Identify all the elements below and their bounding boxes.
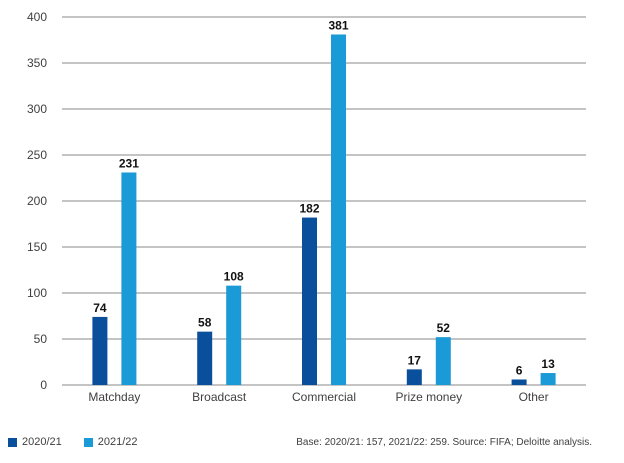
- y-tick-label-50: 50: [34, 332, 48, 346]
- source-note: Base: 2020/21: 157, 2021/22: 259. Source…: [296, 437, 592, 448]
- bar-prize-money-2021-22: [435, 337, 451, 385]
- bar-matchday-2021-22: [121, 172, 137, 385]
- legend-swatch-2021-22: [83, 437, 93, 447]
- data-label-other-2021-22: 13: [541, 357, 555, 371]
- y-tick-label-350: 350: [27, 56, 47, 70]
- x-tick-label-broadcast: Broadcast: [192, 390, 247, 404]
- bar-commercial-2021-22: [331, 34, 346, 385]
- y-tick-label-250: 250: [27, 148, 47, 162]
- bar-chart: 0 50 100 150 200 250 300 350 400 74 231 Matchday 58 1…: [27, 10, 586, 404]
- data-label-broadcast-2021-22: 108: [224, 270, 244, 284]
- legend-label-2020-21: 2020/21: [22, 436, 62, 448]
- y-tick-label-150: 150: [27, 240, 47, 254]
- y-tick-label-200: 200: [27, 194, 47, 208]
- data-label-broadcast-2020-21: 58: [198, 316, 212, 330]
- bar-matchday-2020-21: [92, 316, 108, 385]
- bar-broadcast-2021-22: [226, 285, 242, 385]
- data-label-commercial-2021-22: 381: [328, 18, 348, 32]
- data-label-prize-money-2021-22: 52: [437, 321, 451, 335]
- data-label-commercial-2020-21: 182: [299, 202, 319, 216]
- data-label-prize-money-2020-21: 17: [408, 353, 422, 367]
- data-label-matchday-2020-21: 74: [93, 301, 107, 315]
- x-tick-label-prize-money: Prize money: [395, 390, 462, 404]
- bar-other-2020-21: [511, 379, 527, 385]
- x-tick-label-commercial: Commercial: [292, 390, 356, 404]
- bar-prize-money-2020-21: [406, 369, 422, 385]
- y-tick-label-300: 300: [27, 102, 47, 116]
- data-label-other-2020-21: 6: [516, 363, 523, 377]
- y-tick-label-0: 0: [40, 378, 47, 392]
- bar-commercial-2020-21: [302, 217, 317, 385]
- legend: 2020/21 2021/22: [8, 436, 160, 448]
- legend-item-2021-22: 2021/22: [83, 436, 138, 448]
- data-label-matchday-2021-22: 231: [119, 156, 139, 170]
- legend-swatch-2020-21: [8, 437, 17, 447]
- bar-broadcast-2020-21: [197, 331, 213, 385]
- x-tick-label-matchday: Matchday: [88, 390, 140, 404]
- y-tick-label-100: 100: [27, 286, 47, 300]
- legend-item-2020-21: 2020/21: [8, 436, 62, 448]
- bar-other-2021-22: [540, 373, 556, 385]
- y-tick-label-400: 400: [27, 10, 47, 24]
- x-tick-label-other: Other: [519, 390, 549, 404]
- legend-label-2021-22: 2021/22: [97, 436, 138, 448]
